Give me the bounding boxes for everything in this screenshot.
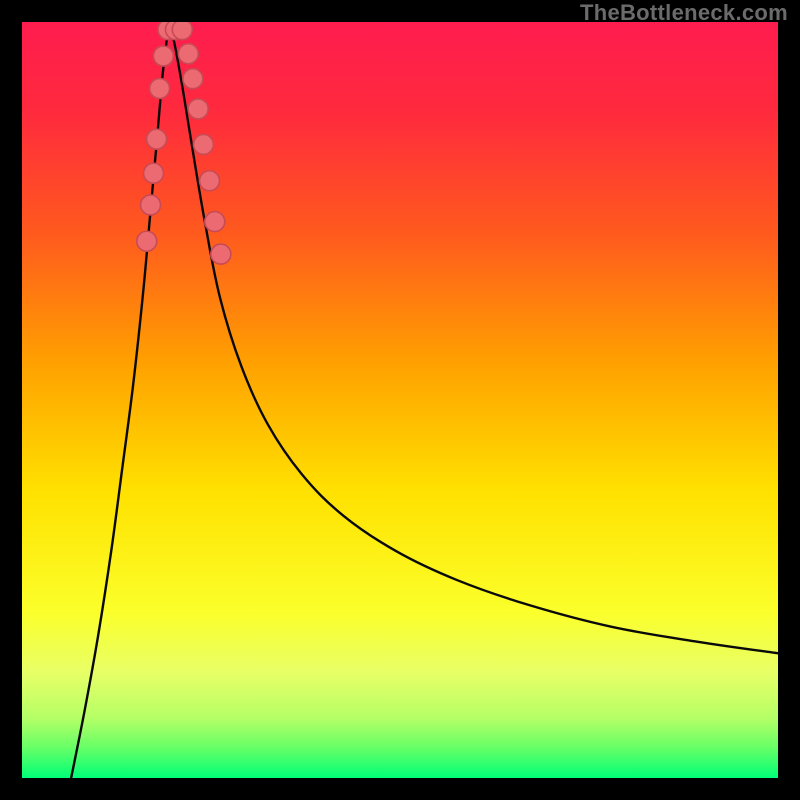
marker-dot	[183, 69, 203, 89]
marker-dot	[172, 22, 192, 40]
marker-dot	[147, 129, 167, 149]
marker-dot	[141, 195, 161, 215]
marker-dot	[144, 163, 164, 183]
marker-dot	[193, 134, 213, 154]
marker-dot	[205, 212, 225, 232]
marker-dot	[178, 44, 198, 64]
marker-dot	[150, 79, 170, 99]
gradient-background	[22, 22, 778, 778]
marker-dot	[188, 99, 208, 119]
watermark-text: TheBottleneck.com	[580, 0, 788, 26]
marker-dot	[153, 46, 173, 66]
chart-root: TheBottleneck.com	[0, 0, 800, 800]
plot-area	[22, 22, 778, 778]
marker-dot	[137, 231, 157, 251]
marker-dot	[199, 171, 219, 191]
marker-dot	[211, 244, 231, 264]
